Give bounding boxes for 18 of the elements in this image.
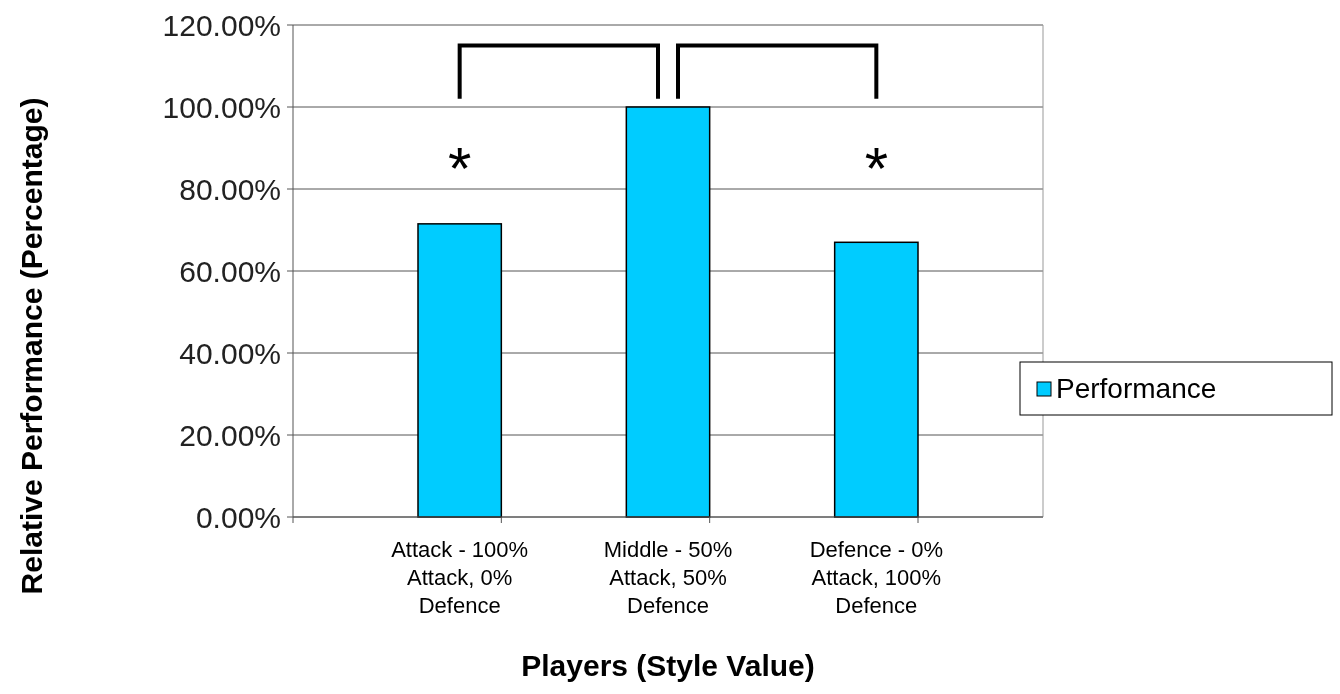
y-tick-label: 120.00% [162, 8, 281, 42]
x-tick-label: Middle - 50% Attack, 50% Defence [603, 537, 733, 618]
y-tick-label: 0.00% [195, 500, 281, 534]
y-tick-label: 100.00% [162, 90, 281, 124]
annotation: * [864, 135, 889, 202]
bar [417, 223, 503, 518]
legend-label: Performance [1056, 373, 1217, 404]
y-tick-label: 80.00% [179, 172, 281, 206]
x-tick-label: Defence - 0% Attack, 100% Defence [809, 537, 943, 618]
x-tick-label: Attack - 100% Attack, 0% Defence [391, 537, 529, 618]
annotation: * [447, 135, 472, 202]
y-tick-label: 20.00% [179, 418, 281, 452]
bar [833, 241, 919, 518]
bar [625, 106, 711, 518]
y-axis-title: Relative Performance (Percentage) [15, 97, 48, 595]
y-tick-label: 60.00% [179, 254, 281, 288]
y-tick-label: 40.00% [179, 336, 281, 370]
x-axis-title: Players (Style Value) [521, 649, 815, 682]
